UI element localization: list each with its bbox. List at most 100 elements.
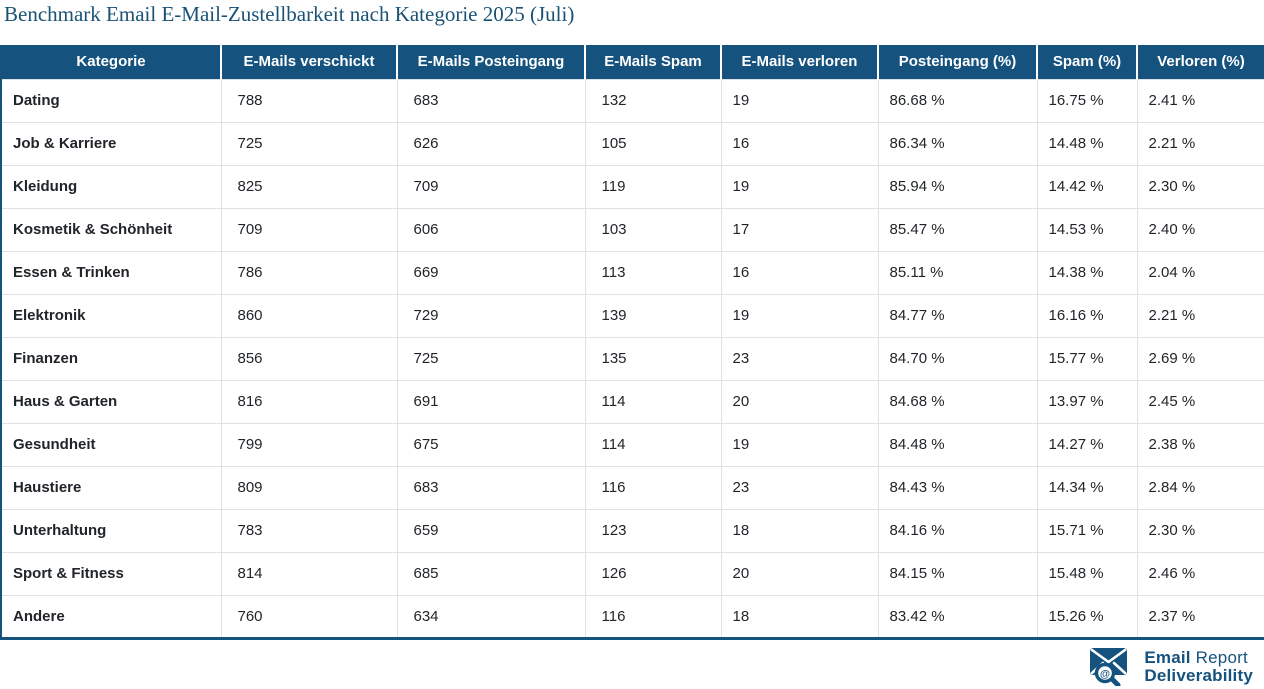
- value-cell: 20: [720, 551, 879, 596]
- value-cell: 105: [584, 121, 722, 166]
- table-row: Sport & Fitness 814 685 126 20 84.15 % 15.48 %…: [0, 551, 1264, 596]
- value-cell: 14.34 %: [1036, 465, 1138, 510]
- column-header: Spam (%): [1037, 45, 1138, 80]
- column-header: E-Mails Posteingang: [397, 45, 586, 80]
- value-cell: 135: [584, 336, 722, 381]
- value-cell: 14.27 %: [1036, 422, 1138, 467]
- value-cell: 860: [220, 293, 398, 338]
- table-row: Andere 760 634 116 18 83.42 % 15.26 % 2.37 %: [0, 594, 1264, 639]
- value-cell: 725: [396, 336, 586, 381]
- category-cell: Kleidung: [0, 164, 222, 209]
- brand-logo[interactable]: @ Email Report Deliverability: [1089, 647, 1253, 686]
- value-cell: 675: [396, 422, 586, 467]
- category-cell: Elektronik: [0, 293, 222, 338]
- value-cell: 84.77 %: [877, 293, 1038, 338]
- envelope-magnifier-at-icon: @: [1090, 648, 1128, 686]
- table-row: Haustiere 809 683 116 23 84.43 % 14.34 % 2.84 %: [0, 465, 1264, 510]
- value-cell: 84.43 %: [877, 465, 1038, 510]
- value-cell: 709: [220, 207, 398, 252]
- value-cell: 788: [220, 78, 398, 123]
- value-cell: 84.70 %: [877, 336, 1038, 381]
- value-cell: 123: [584, 508, 722, 553]
- value-cell: 14.48 %: [1036, 121, 1138, 166]
- value-cell: 84.68 %: [877, 379, 1038, 424]
- value-cell: 783: [220, 508, 398, 553]
- value-cell: 825: [220, 164, 398, 209]
- value-cell: 23: [720, 336, 879, 381]
- table-row: Elektronik 860 729 139 19 84.77 % 16.16 % 2.21 …: [0, 293, 1264, 338]
- value-cell: 856: [220, 336, 398, 381]
- table-header: Kategorie E-Mails verschickt E-Mails Poste…: [1, 45, 1264, 80]
- value-cell: 14.38 %: [1036, 250, 1138, 295]
- value-cell: 2.21 %: [1136, 121, 1264, 166]
- value-cell: 814: [220, 551, 398, 596]
- value-cell: 116: [584, 594, 722, 639]
- value-cell: 2.21 %: [1136, 293, 1264, 338]
- table-header-row: Kategorie E-Mails verschickt E-Mails Poste…: [1, 45, 1264, 80]
- value-cell: 15.48 %: [1036, 551, 1138, 596]
- value-cell: 116: [584, 465, 722, 510]
- value-cell: 2.30 %: [1136, 508, 1264, 553]
- value-cell: 83.42 %: [877, 594, 1038, 639]
- value-cell: 799: [220, 422, 398, 467]
- column-header: E-Mails verschickt: [221, 45, 398, 80]
- value-cell: 16.16 %: [1036, 293, 1138, 338]
- value-cell: 691: [396, 379, 586, 424]
- table-row: Essen & Trinken 786 669 113 16 85.11 % 14.38 %…: [0, 250, 1264, 295]
- category-cell: Kosmetik & Schönheit: [0, 207, 222, 252]
- category-cell: Job & Karriere: [0, 121, 222, 166]
- category-cell: Andere: [0, 594, 222, 639]
- value-cell: 683: [396, 78, 586, 123]
- value-cell: 119: [584, 164, 722, 209]
- value-cell: 2.38 %: [1136, 422, 1264, 467]
- value-cell: 113: [584, 250, 722, 295]
- value-cell: 786: [220, 250, 398, 295]
- value-cell: 2.84 %: [1136, 465, 1264, 510]
- value-cell: 18: [720, 508, 879, 553]
- value-cell: 20: [720, 379, 879, 424]
- category-cell: Sport & Fitness: [0, 551, 222, 596]
- table-row: Job & Karriere 725 626 105 16 86.34 % 14.48 % 2…: [0, 121, 1264, 166]
- value-cell: 103: [584, 207, 722, 252]
- value-cell: 19: [720, 78, 879, 123]
- value-cell: 816: [220, 379, 398, 424]
- benchmark-table: Kategorie E-Mails verschickt E-Mails Poste…: [0, 45, 1264, 640]
- value-cell: 709: [396, 164, 586, 209]
- value-cell: 2.69 %: [1136, 336, 1264, 381]
- value-cell: 17: [720, 207, 879, 252]
- value-cell: 729: [396, 293, 586, 338]
- brand-logo-line1: Email Report: [1144, 647, 1248, 667]
- value-cell: 23: [720, 465, 879, 510]
- value-cell: 2.46 %: [1136, 551, 1264, 596]
- value-cell: 16: [720, 250, 879, 295]
- value-cell: 685: [396, 551, 586, 596]
- table-row: Kosmetik & Schönheit 709 606 103 17 85.47 % 14…: [0, 207, 1264, 252]
- value-cell: 85.11 %: [877, 250, 1038, 295]
- value-cell: 2.37 %: [1136, 594, 1264, 639]
- value-cell: 634: [396, 594, 586, 639]
- value-cell: 725: [220, 121, 398, 166]
- value-cell: 18: [720, 594, 879, 639]
- category-cell: Finanzen: [0, 336, 222, 381]
- value-cell: 2.04 %: [1136, 250, 1264, 295]
- value-cell: 16: [720, 121, 879, 166]
- value-cell: 13.97 %: [1036, 379, 1138, 424]
- value-cell: 16.75 %: [1036, 78, 1138, 123]
- table-row: Finanzen 856 725 135 23 84.70 % 15.77 % 2.69 %: [0, 336, 1264, 381]
- value-cell: 14.53 %: [1036, 207, 1138, 252]
- category-cell: Haustiere: [0, 465, 222, 510]
- value-cell: 659: [396, 508, 586, 553]
- table-row: Dating 788 683 132 19 86.68 % 16.75 % 2.41 %: [0, 78, 1264, 123]
- value-cell: 19: [720, 164, 879, 209]
- value-cell: 84.48 %: [877, 422, 1038, 467]
- svg-text:@: @: [1100, 668, 1110, 680]
- value-cell: 683: [396, 465, 586, 510]
- value-cell: 2.30 %: [1136, 164, 1264, 209]
- value-cell: 669: [396, 250, 586, 295]
- value-cell: 114: [584, 379, 722, 424]
- value-cell: 85.47 %: [877, 207, 1038, 252]
- column-header: E-Mails Spam: [585, 45, 722, 80]
- value-cell: 86.34 %: [877, 121, 1038, 166]
- value-cell: 19: [720, 293, 879, 338]
- column-header: E-Mails verloren: [721, 45, 879, 80]
